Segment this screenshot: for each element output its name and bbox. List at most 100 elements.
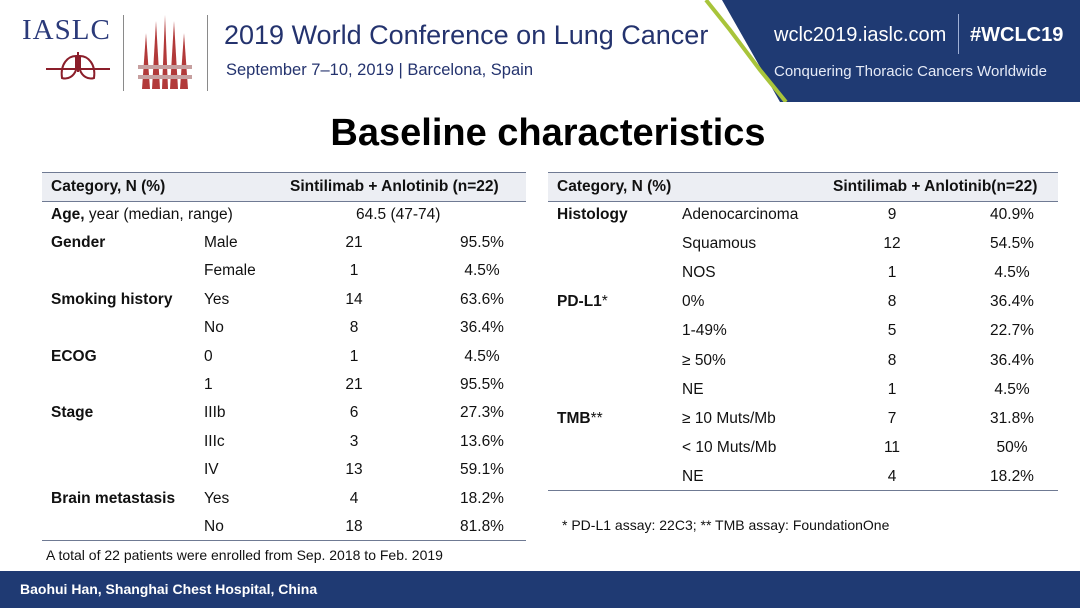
table-row: IIIc 3 13.6%: [42, 430, 526, 458]
row-category-footnote-mark: **: [590, 409, 603, 427]
table-row: ≥ 50% 8 36.4%: [548, 349, 1058, 377]
row-percent: 18.2%: [990, 467, 1034, 485]
row-percent: 22.7%: [990, 322, 1034, 340]
table-row: IV 13 59.1%: [42, 458, 526, 486]
row-percent: 13.6%: [460, 432, 504, 450]
conference-tagline: Conquering Thoracic Cancers Worldwide: [774, 63, 1047, 80]
row-subcategory: 1-49%: [682, 322, 727, 340]
table-row: ECOG 0 1 4.5%: [42, 345, 526, 373]
row-count: 11: [883, 438, 901, 456]
baseline-table-right: Category, N (%) Sintilimab + Anlotinib(n…: [548, 172, 1058, 492]
table-bottom-rule: [42, 540, 526, 541]
row-subcategory: NOS: [682, 264, 716, 282]
table-row: < 10 Muts/Mb 11 50%: [548, 436, 1058, 464]
row-category: PD-L1: [557, 293, 602, 311]
row-subcategory: IV: [204, 461, 219, 479]
row-percent: 81.8%: [460, 518, 504, 535]
row-subcategory: Yes: [204, 290, 230, 308]
barcelona-cathedral-icon: [138, 15, 192, 89]
row-count: 3: [349, 432, 359, 450]
table-row: Smoking history Yes 14 63.6%: [42, 288, 526, 316]
row-count: 6: [349, 404, 359, 422]
row-subcategory: ≥ 50%: [682, 351, 726, 369]
row-count: 13: [345, 461, 363, 479]
table-row: No 8 36.4%: [42, 316, 526, 344]
row-category: TMB: [557, 409, 591, 427]
panel-divider: [958, 14, 959, 54]
row-count: 21: [345, 234, 363, 251]
table-bottom-rule: [548, 490, 1058, 491]
header-panel-background: [704, 0, 1080, 102]
row-count: 7: [887, 409, 897, 427]
age-label-rest: year (median, range): [84, 206, 233, 223]
table-row: NOS 1 4.5%: [548, 261, 1058, 289]
row-subcategory: ≥ 10 Muts/Mb: [682, 409, 776, 427]
header-category: Category, N (%): [557, 178, 672, 195]
row-count: 12: [883, 235, 901, 253]
row-subcategory: Yes: [204, 489, 230, 507]
row-subcategory: 1: [204, 376, 213, 393]
conference-header: IASLC 2019 World Conference on Lung Canc…: [0, 0, 1080, 102]
row-percent: 54.5%: [990, 235, 1034, 253]
conference-url[interactable]: wclc2019.iaslc.com: [774, 24, 947, 46]
row-percent: 40.9%: [990, 206, 1034, 223]
row-category: Gender: [51, 234, 106, 251]
row-category: Smoking history: [51, 290, 173, 308]
row-percent: 4.5%: [994, 380, 1030, 398]
age-value: 64.5 (47-74): [356, 206, 441, 223]
row-subcategory: Male: [204, 234, 238, 251]
table-row: No 18 81.8%: [42, 515, 526, 543]
table-row: TMB** ≥ 10 Muts/Mb 7 31.8%: [548, 407, 1058, 435]
row-subcategory: Female: [204, 262, 256, 280]
row-category: Stage: [51, 404, 94, 422]
row-percent: 50%: [996, 438, 1028, 456]
iaslc-logo: IASLC: [22, 14, 111, 46]
row-percent: 4.5%: [464, 262, 500, 280]
row-category-cell: Histology: [557, 206, 628, 224]
row-percent: 4.5%: [464, 347, 500, 365]
table-row: Female 1 4.5%: [42, 259, 526, 287]
row-category-cell: TMB**: [557, 410, 603, 428]
row-subcategory: NE: [682, 380, 704, 398]
row-count: 8: [887, 293, 897, 311]
row-percent: 18.2%: [460, 489, 504, 507]
conference-hashtag: #WCLC19: [970, 24, 1064, 46]
row-subcategory: Squamous: [682, 235, 757, 253]
row-percent: 31.8%: [990, 409, 1034, 427]
row-count: 9: [887, 206, 897, 223]
row-count: 4: [887, 467, 897, 485]
row-percent: 27.3%: [460, 404, 504, 422]
row-category-footnote-mark: *: [601, 293, 608, 311]
row-count: 8: [349, 319, 359, 337]
row-percent: 63.6%: [460, 290, 504, 308]
table-row: Brain metastasis Yes 4 18.2%: [42, 487, 526, 515]
lung-emblem-icon: [46, 52, 110, 80]
row-percent: 59.1%: [460, 461, 504, 479]
table-row: NE 1 4.5%: [548, 378, 1058, 406]
row-subcategory: < 10 Muts/Mb: [682, 438, 777, 456]
table-row: Histology Adenocarcinoma 9 40.9%: [548, 203, 1058, 231]
row-count: 4: [349, 489, 359, 507]
row-subcategory: NE: [682, 467, 704, 485]
table-row: Stage IIIb 6 27.3%: [42, 401, 526, 429]
row-subcategory: 0: [204, 347, 213, 365]
row-percent: 4.5%: [994, 264, 1030, 282]
row-subcategory: IIIc: [204, 432, 225, 450]
header-divider: [123, 15, 124, 91]
row-count: 8: [887, 351, 897, 369]
table-header: Category, N (%) Sintilimab + Anlotinib(n…: [548, 172, 1058, 202]
row-count: 1: [349, 347, 359, 365]
slide-title: Baseline characteristics: [330, 112, 766, 154]
table-header: Category, N (%) Sintilimab + Anlotinib (…: [42, 172, 526, 202]
row-subcategory: 0%: [682, 293, 705, 311]
baseline-table-left: Category, N (%) Sintilimab + Anlotinib (…: [42, 172, 526, 544]
row-percent: 36.4%: [990, 293, 1034, 311]
conference-dates-location: September 7–10, 2019 | Barcelona, Spain: [226, 61, 533, 79]
conference-title: 2019 World Conference on Lung Cancer: [224, 20, 709, 50]
row-subcategory: Adenocarcinoma: [682, 206, 799, 223]
row-count: 5: [887, 322, 897, 340]
row-count: 14: [345, 290, 363, 308]
assay-footnote: * PD-L1 assay: 22C3; ** TMB assay: Found…: [562, 517, 890, 533]
row-count: 21: [345, 376, 363, 393]
age-label: Age, year (median, range): [51, 206, 233, 224]
